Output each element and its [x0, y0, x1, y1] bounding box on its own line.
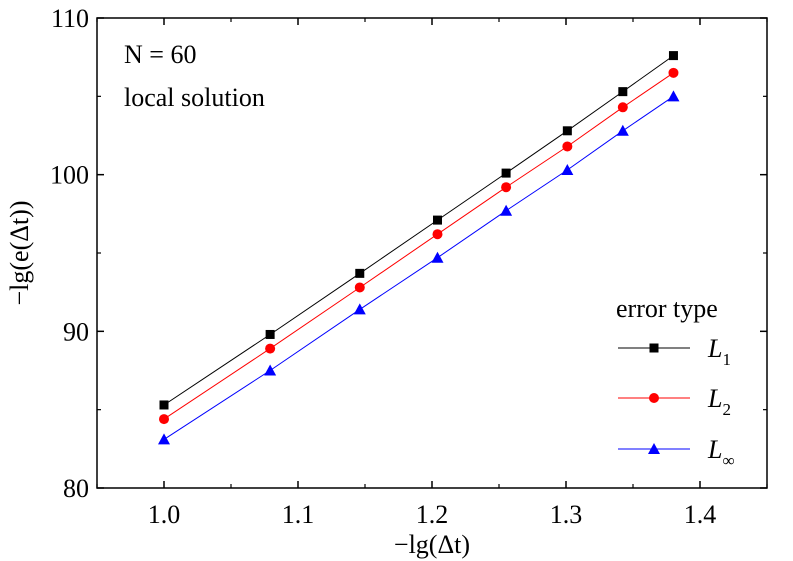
legend: error type L1 L2 L∞ — [616, 294, 735, 470]
tick-layer: 1.0 1.1 1.2 1.3 1.4 80 90 100 110 — [50, 4, 768, 529]
data-point-L1 — [159, 400, 169, 410]
y-tick-label: 110 — [51, 4, 89, 33]
x-tick-label: 1.4 — [684, 500, 717, 529]
series-line-L∞ — [163, 95, 674, 440]
y-tick-label: 100 — [50, 161, 89, 190]
plot-frame — [96, 17, 768, 489]
legend-label-L∞: L∞ — [707, 435, 735, 470]
data-point-L1 — [668, 51, 678, 61]
data-point-L∞ — [158, 433, 170, 445]
data-point-L1 — [432, 215, 442, 225]
data-point-L2 — [265, 343, 276, 354]
legend-title: error type — [616, 294, 718, 323]
data-point-L1 — [265, 329, 275, 339]
data-point-L2 — [354, 282, 365, 293]
legend-marker-L∞ — [648, 443, 660, 454]
series-layer — [158, 51, 680, 445]
legend-label-L2: L2 — [707, 384, 731, 419]
x-tick-label: 1.3 — [550, 500, 583, 529]
data-point-L1 — [501, 168, 511, 178]
data-point-L∞ — [561, 163, 574, 175]
y-tick-label: 80 — [63, 474, 89, 503]
data-point-L1 — [355, 268, 365, 278]
data-point-L2 — [562, 141, 573, 152]
data-point-L∞ — [667, 90, 680, 102]
series-line-L2 — [163, 72, 674, 420]
data-point-L2 — [432, 229, 443, 240]
data-point-L∞ — [431, 251, 444, 263]
y-tick-label: 90 — [63, 317, 89, 346]
x-axis-label: −lg(Δt) — [394, 530, 470, 559]
y-axis-label: −lg(e(Δt)) — [5, 200, 34, 305]
legend-label-L1: L1 — [707, 334, 731, 369]
data-point-L∞ — [353, 303, 366, 315]
data-point-L2 — [617, 102, 628, 113]
data-point-L∞ — [616, 124, 629, 136]
legend-marker-L1 — [649, 343, 659, 353]
data-point-L∞ — [500, 204, 513, 216]
n-annotation: N = 60 — [124, 40, 196, 69]
data-point-L2 — [668, 67, 679, 78]
data-point-L1 — [618, 87, 628, 97]
x-tick-label: 1.0 — [148, 500, 181, 529]
data-point-L1 — [562, 126, 572, 136]
legend-marker-L2 — [649, 393, 659, 403]
data-point-L∞ — [264, 364, 277, 376]
data-point-L2 — [159, 414, 169, 425]
data-point-L2 — [501, 182, 512, 193]
solution-annotation: local solution — [124, 83, 265, 112]
x-tick-label: 1.2 — [416, 500, 449, 529]
series-line-L1 — [163, 55, 674, 406]
x-tick-label: 1.1 — [282, 500, 315, 529]
